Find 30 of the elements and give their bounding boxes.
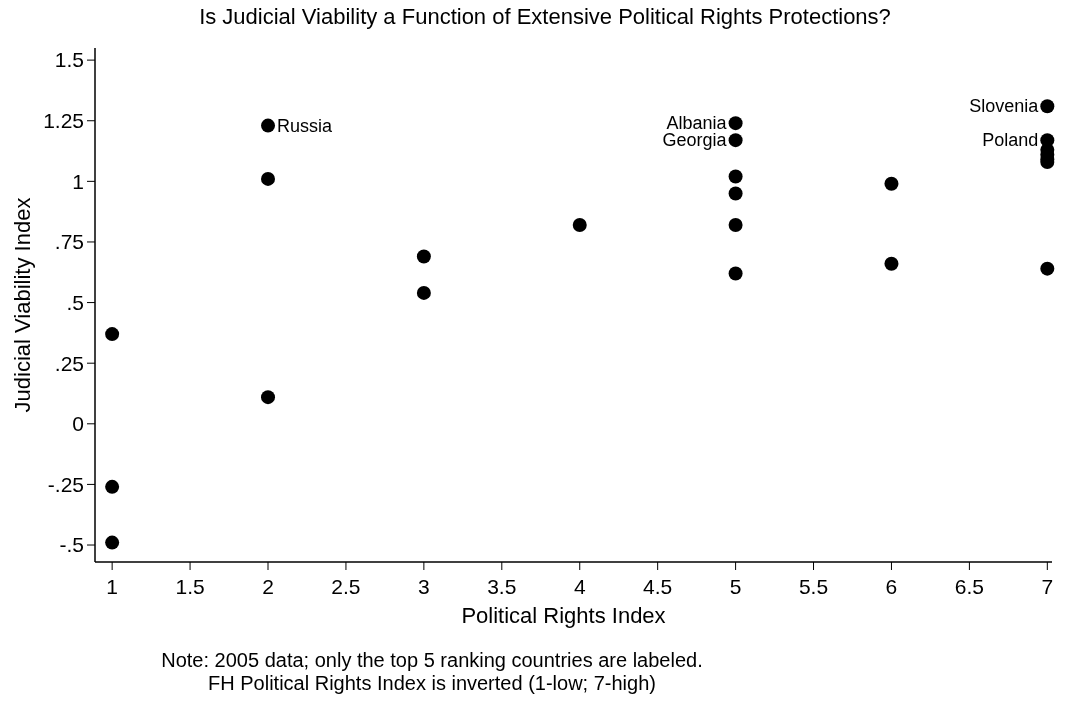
y-tick-label: -.25	[47, 472, 84, 496]
annotation: Russia	[277, 115, 334, 136]
x-tick-label: 5	[729, 575, 742, 598]
annotation: Poland	[982, 130, 1039, 151]
y-axis-title: Judicial Viability Index	[10, 197, 35, 413]
x-tick-label: 1	[106, 575, 118, 598]
y-tick-label: 1.25	[43, 109, 84, 133]
x-tick-label: 3	[418, 575, 430, 598]
x-tick-label: 3.5	[487, 575, 517, 598]
x-tick-label: 2	[262, 575, 274, 598]
y-tick-label: .5	[66, 290, 84, 314]
x-tick-label: 7	[1041, 575, 1054, 598]
x-tick-label: 2.5	[331, 575, 361, 598]
x-tick-label: 6.5	[954, 575, 984, 598]
x-tick-label: 5.5	[798, 575, 829, 598]
text: Note: 2005 data; only the top 5 ranking countries are labeled.	[161, 649, 703, 671]
x-tick-label: 4	[573, 575, 586, 598]
y-tick-label: 1	[72, 169, 84, 193]
x-tick-label: 4.5	[643, 575, 673, 598]
x-tick-label: 6	[885, 575, 898, 598]
text: FH Political Rights Index is inverted (1-low; 7-high)	[208, 672, 656, 694]
annotation: Slovenia	[969, 96, 1040, 117]
y-tick-label: 0	[72, 412, 84, 436]
y-tick-label: .75	[54, 230, 84, 254]
y-tick-label: .25	[54, 351, 84, 375]
x-tick-label: 1.5	[175, 575, 205, 598]
chart-title: Is Judicial Viability a Function of Extensive Political Rights Protections?	[199, 4, 891, 29]
y-tick-label: 1.5	[54, 48, 84, 72]
y-tick-label: -.5	[59, 533, 84, 557]
x-axis-title: Political Rights Index	[461, 603, 666, 628]
